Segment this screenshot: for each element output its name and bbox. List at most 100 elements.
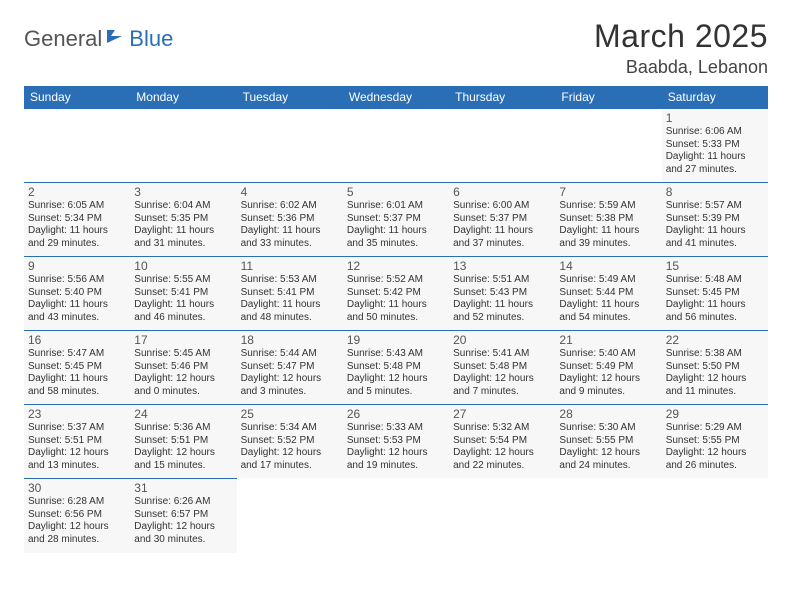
calendar-day-cell xyxy=(343,479,449,553)
day-number: 3 xyxy=(134,185,232,199)
day-number: 27 xyxy=(453,407,551,421)
month-title: March 2025 xyxy=(594,18,768,55)
day-info: Sunrise: 5:33 AMSunset: 5:53 PMDaylight:… xyxy=(347,422,445,472)
calendar-week-row: 1Sunrise: 6:06 AMSunset: 5:33 PMDaylight… xyxy=(24,109,768,183)
calendar-day-cell xyxy=(449,109,555,183)
day-info: Sunrise: 6:01 AMSunset: 5:37 PMDaylight:… xyxy=(347,200,445,250)
day-info: Sunrise: 6:28 AMSunset: 6:56 PMDaylight:… xyxy=(28,496,126,546)
calendar-day-cell: 3Sunrise: 6:04 AMSunset: 5:35 PMDaylight… xyxy=(130,183,236,257)
calendar-week-row: 30Sunrise: 6:28 AMSunset: 6:56 PMDayligh… xyxy=(24,479,768,553)
day-info: Sunrise: 6:06 AMSunset: 5:33 PMDaylight:… xyxy=(666,126,764,176)
weekday-header: Friday xyxy=(555,86,661,109)
day-number: 22 xyxy=(666,333,764,347)
day-info: Sunrise: 5:40 AMSunset: 5:49 PMDaylight:… xyxy=(559,348,657,398)
calendar-day-cell: 28Sunrise: 5:30 AMSunset: 5:55 PMDayligh… xyxy=(555,405,661,479)
day-number: 30 xyxy=(28,481,126,495)
calendar-day-cell xyxy=(237,479,343,553)
weekday-header: Saturday xyxy=(662,86,768,109)
calendar-day-cell xyxy=(130,109,236,183)
day-info: Sunrise: 6:00 AMSunset: 5:37 PMDaylight:… xyxy=(453,200,551,250)
weekday-header: Tuesday xyxy=(237,86,343,109)
calendar-day-cell: 4Sunrise: 6:02 AMSunset: 5:36 PMDaylight… xyxy=(237,183,343,257)
calendar-day-cell xyxy=(662,479,768,553)
day-number: 29 xyxy=(666,407,764,421)
calendar-week-row: 9Sunrise: 5:56 AMSunset: 5:40 PMDaylight… xyxy=(24,257,768,331)
day-info: Sunrise: 6:26 AMSunset: 6:57 PMDaylight:… xyxy=(134,496,232,546)
calendar-day-cell: 24Sunrise: 5:36 AMSunset: 5:51 PMDayligh… xyxy=(130,405,236,479)
day-info: Sunrise: 5:38 AMSunset: 5:50 PMDaylight:… xyxy=(666,348,764,398)
calendar-day-cell: 8Sunrise: 5:57 AMSunset: 5:39 PMDaylight… xyxy=(662,183,768,257)
day-number: 28 xyxy=(559,407,657,421)
calendar-day-cell: 25Sunrise: 5:34 AMSunset: 5:52 PMDayligh… xyxy=(237,405,343,479)
weekday-header: Sunday xyxy=(24,86,130,109)
day-info: Sunrise: 5:30 AMSunset: 5:55 PMDaylight:… xyxy=(559,422,657,472)
day-info: Sunrise: 6:04 AMSunset: 5:35 PMDaylight:… xyxy=(134,200,232,250)
day-info: Sunrise: 5:57 AMSunset: 5:39 PMDaylight:… xyxy=(666,200,764,250)
day-number: 14 xyxy=(559,259,657,273)
day-info: Sunrise: 5:29 AMSunset: 5:55 PMDaylight:… xyxy=(666,422,764,472)
day-number: 17 xyxy=(134,333,232,347)
day-info: Sunrise: 5:56 AMSunset: 5:40 PMDaylight:… xyxy=(28,274,126,324)
day-number: 21 xyxy=(559,333,657,347)
logo-text-general: General xyxy=(24,26,102,52)
weekday-header: Thursday xyxy=(449,86,555,109)
calendar-day-cell: 26Sunrise: 5:33 AMSunset: 5:53 PMDayligh… xyxy=(343,405,449,479)
calendar-day-cell xyxy=(24,109,130,183)
logo: General Blue xyxy=(24,26,173,52)
day-number: 8 xyxy=(666,185,764,199)
day-number: 25 xyxy=(241,407,339,421)
calendar-day-cell: 2Sunrise: 6:05 AMSunset: 5:34 PMDaylight… xyxy=(24,183,130,257)
calendar-day-cell: 21Sunrise: 5:40 AMSunset: 5:49 PMDayligh… xyxy=(555,331,661,405)
calendar-day-cell: 13Sunrise: 5:51 AMSunset: 5:43 PMDayligh… xyxy=(449,257,555,331)
calendar-day-cell: 10Sunrise: 5:55 AMSunset: 5:41 PMDayligh… xyxy=(130,257,236,331)
day-number: 9 xyxy=(28,259,126,273)
day-info: Sunrise: 5:37 AMSunset: 5:51 PMDaylight:… xyxy=(28,422,126,472)
day-info: Sunrise: 5:41 AMSunset: 5:48 PMDaylight:… xyxy=(453,348,551,398)
weekday-header: Monday xyxy=(130,86,236,109)
day-info: Sunrise: 5:52 AMSunset: 5:42 PMDaylight:… xyxy=(347,274,445,324)
day-number: 23 xyxy=(28,407,126,421)
calendar-day-cell: 9Sunrise: 5:56 AMSunset: 5:40 PMDaylight… xyxy=(24,257,130,331)
day-number: 2 xyxy=(28,185,126,199)
calendar-day-cell: 27Sunrise: 5:32 AMSunset: 5:54 PMDayligh… xyxy=(449,405,555,479)
day-info: Sunrise: 5:32 AMSunset: 5:54 PMDaylight:… xyxy=(453,422,551,472)
day-number: 1 xyxy=(666,111,764,125)
day-info: Sunrise: 5:51 AMSunset: 5:43 PMDaylight:… xyxy=(453,274,551,324)
calendar-day-cell: 11Sunrise: 5:53 AMSunset: 5:41 PMDayligh… xyxy=(237,257,343,331)
day-info: Sunrise: 5:53 AMSunset: 5:41 PMDaylight:… xyxy=(241,274,339,324)
day-number: 16 xyxy=(28,333,126,347)
day-info: Sunrise: 5:45 AMSunset: 5:46 PMDaylight:… xyxy=(134,348,232,398)
calendar-day-cell: 15Sunrise: 5:48 AMSunset: 5:45 PMDayligh… xyxy=(662,257,768,331)
day-number: 20 xyxy=(453,333,551,347)
day-number: 5 xyxy=(347,185,445,199)
day-info: Sunrise: 5:34 AMSunset: 5:52 PMDaylight:… xyxy=(241,422,339,472)
day-number: 31 xyxy=(134,481,232,495)
calendar-day-cell: 31Sunrise: 6:26 AMSunset: 6:57 PMDayligh… xyxy=(130,479,236,553)
calendar-day-cell: 23Sunrise: 5:37 AMSunset: 5:51 PMDayligh… xyxy=(24,405,130,479)
flag-icon xyxy=(104,28,126,51)
calendar-day-cell xyxy=(555,479,661,553)
weekday-header-row: Sunday Monday Tuesday Wednesday Thursday… xyxy=(24,86,768,109)
calendar-day-cell xyxy=(555,109,661,183)
calendar-table: Sunday Monday Tuesday Wednesday Thursday… xyxy=(24,86,768,553)
day-number: 7 xyxy=(559,185,657,199)
weekday-header: Wednesday xyxy=(343,86,449,109)
day-number: 13 xyxy=(453,259,551,273)
calendar-day-cell: 7Sunrise: 5:59 AMSunset: 5:38 PMDaylight… xyxy=(555,183,661,257)
calendar-day-cell: 16Sunrise: 5:47 AMSunset: 5:45 PMDayligh… xyxy=(24,331,130,405)
day-number: 19 xyxy=(347,333,445,347)
calendar-day-cell xyxy=(343,109,449,183)
calendar-day-cell: 17Sunrise: 5:45 AMSunset: 5:46 PMDayligh… xyxy=(130,331,236,405)
location: Baabda, Lebanon xyxy=(594,57,768,78)
calendar-day-cell: 22Sunrise: 5:38 AMSunset: 5:50 PMDayligh… xyxy=(662,331,768,405)
logo-text-blue: Blue xyxy=(129,26,173,52)
title-block: March 2025 Baabda, Lebanon xyxy=(594,18,768,78)
day-number: 15 xyxy=(666,259,764,273)
calendar-day-cell xyxy=(449,479,555,553)
calendar-body: 1Sunrise: 6:06 AMSunset: 5:33 PMDaylight… xyxy=(24,109,768,553)
day-number: 24 xyxy=(134,407,232,421)
calendar-day-cell: 12Sunrise: 5:52 AMSunset: 5:42 PMDayligh… xyxy=(343,257,449,331)
day-info: Sunrise: 6:05 AMSunset: 5:34 PMDaylight:… xyxy=(28,200,126,250)
calendar-day-cell: 14Sunrise: 5:49 AMSunset: 5:44 PMDayligh… xyxy=(555,257,661,331)
day-info: Sunrise: 5:59 AMSunset: 5:38 PMDaylight:… xyxy=(559,200,657,250)
